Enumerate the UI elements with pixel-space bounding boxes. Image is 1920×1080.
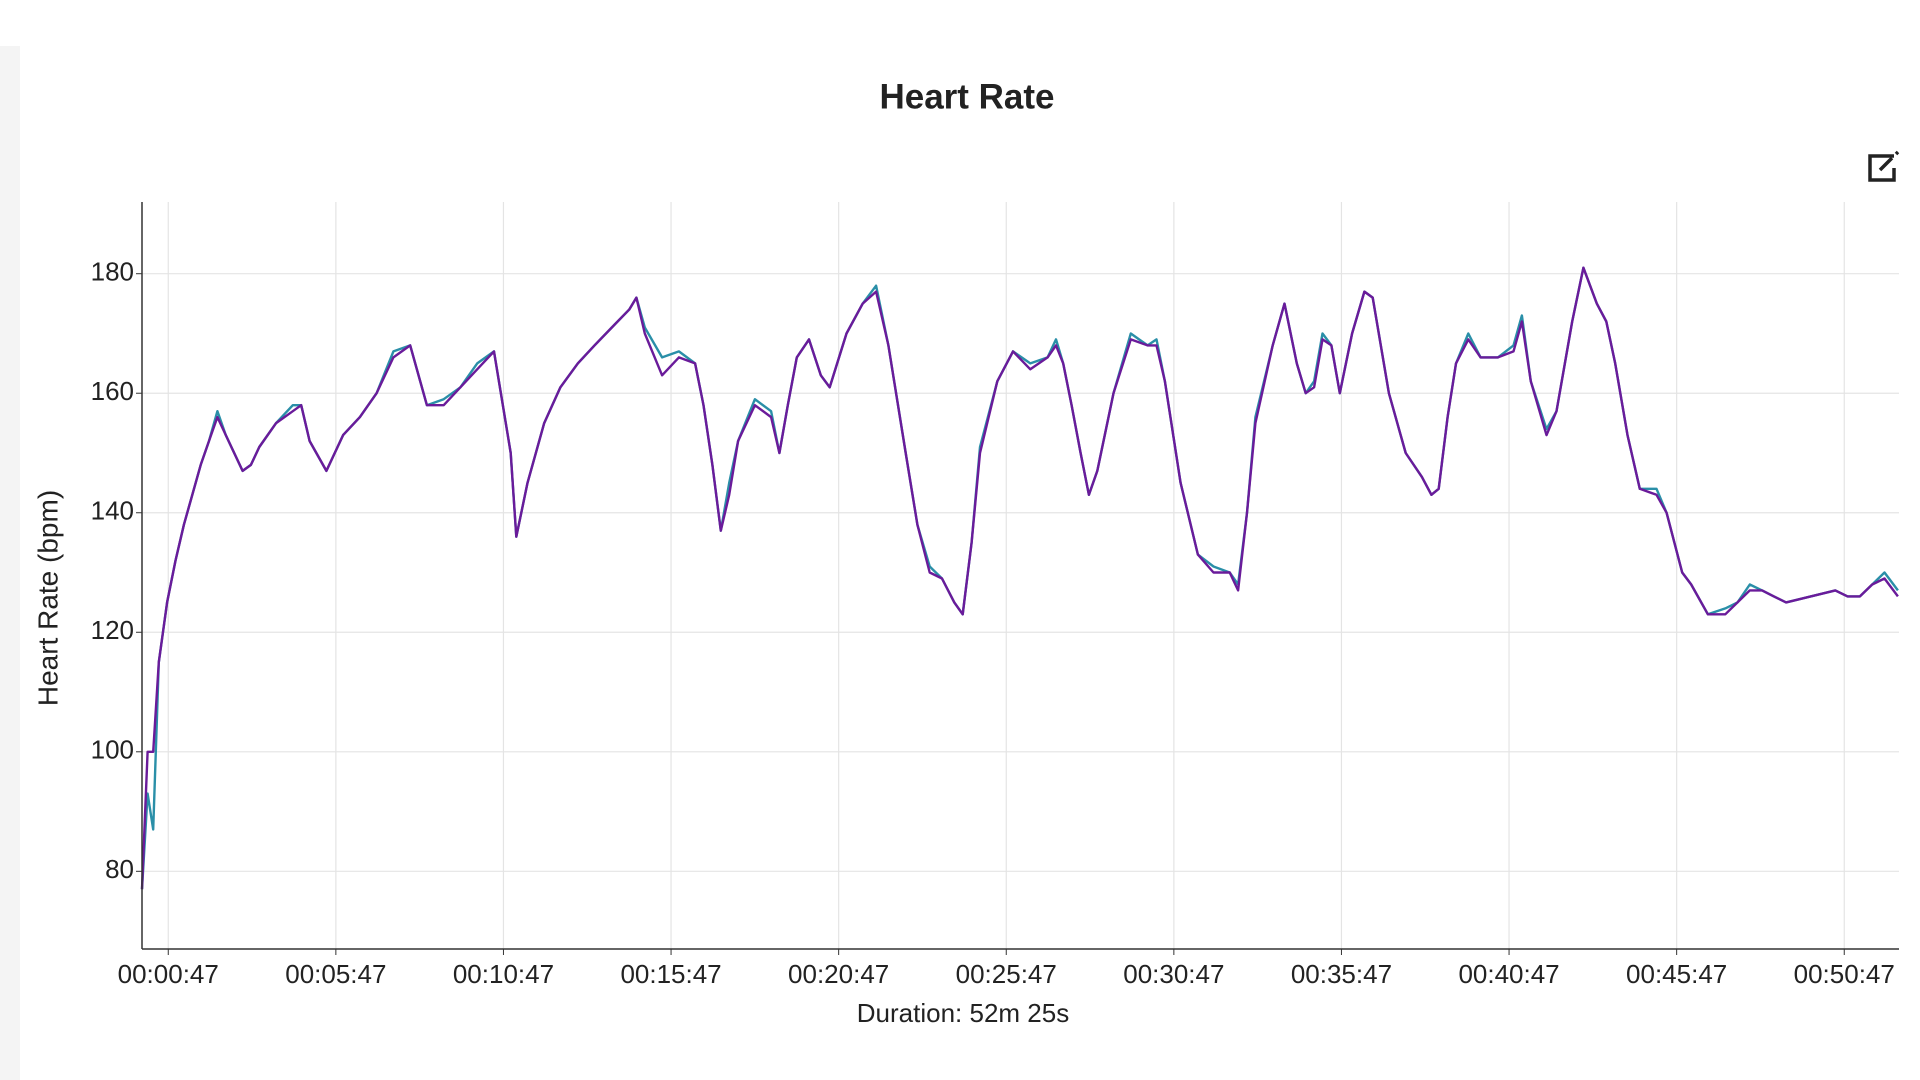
y-tick-label: 140 (91, 496, 134, 526)
series-line (140, 266, 1899, 890)
x-tick-label: 00:20:47 (788, 959, 889, 989)
x-tick-label: 00:25:47 (956, 959, 1057, 989)
grid (136, 202, 1899, 955)
y-axis-label: Heart Rate (bpm) (32, 490, 63, 706)
series-line (140, 266, 1899, 890)
y-tick-label: 160 (91, 376, 134, 406)
x-tick-label: 00:45:47 (1626, 959, 1727, 989)
x-tick-label: 00:30:47 (1123, 959, 1224, 989)
y-tick-label: 100 (91, 735, 134, 765)
y-tick-label: 80 (105, 854, 134, 884)
x-tick-label: 00:15:47 (620, 959, 721, 989)
edit-icon-pen[interactable] (1878, 150, 1900, 172)
edit-icon-box[interactable] (1868, 154, 1896, 182)
x-tick-label: 00:35:47 (1291, 959, 1392, 989)
chart-title: Heart Rate (879, 77, 1054, 116)
plot (140, 266, 1899, 890)
x-tick-label: 00:50:47 (1794, 959, 1895, 989)
x-tick-label: 00:00:47 (118, 959, 219, 989)
x-axis-label: Duration: 52m 25s (857, 998, 1069, 1028)
x-tick-label: 00:05:47 (285, 959, 386, 989)
y-tick-label: 120 (91, 615, 134, 645)
edit-icon[interactable] (1868, 150, 1900, 182)
x-tick-label: 00:10:47 (453, 959, 554, 989)
side-strip (0, 46, 20, 1080)
x-tick-label: 00:40:47 (1458, 959, 1559, 989)
y-tick-label: 180 (91, 257, 134, 287)
